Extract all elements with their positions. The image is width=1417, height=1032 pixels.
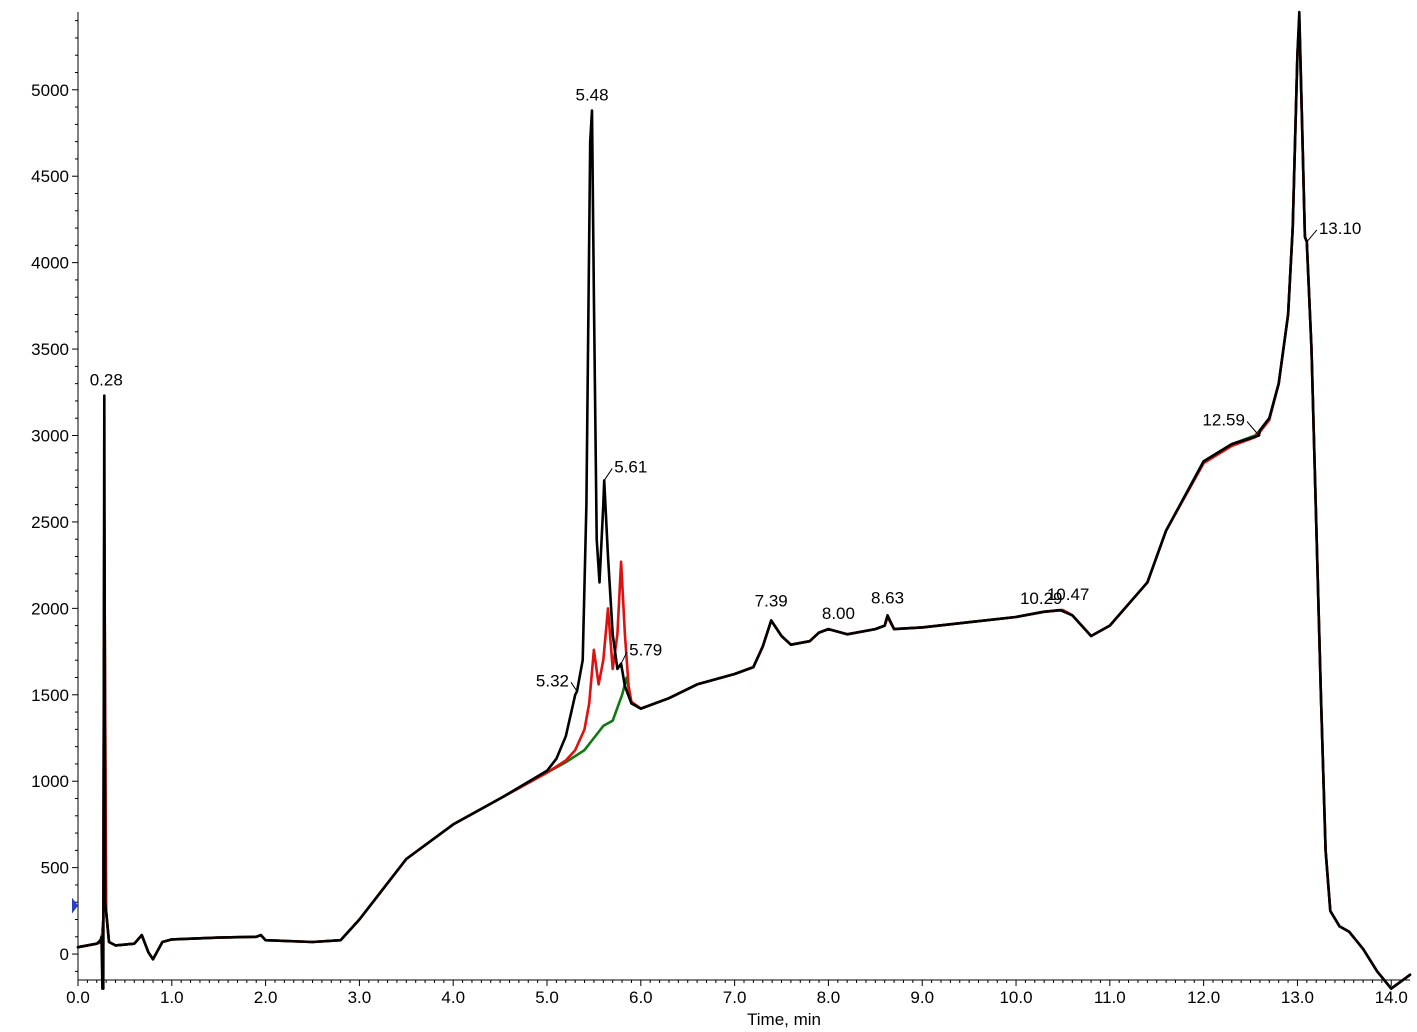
x-tick-label: 13.0 bbox=[1281, 988, 1314, 1007]
x-tick-label: 12.0 bbox=[1187, 988, 1220, 1007]
y-tick-label: 1000 bbox=[31, 772, 69, 791]
axes-group bbox=[77, 12, 1410, 981]
y-tick-label: 2500 bbox=[31, 513, 69, 532]
peak-label: 5.48 bbox=[575, 86, 608, 105]
y-tick-label: 3500 bbox=[31, 340, 69, 359]
peak-leader-line bbox=[1246, 421, 1260, 436]
y-tick-label: 5000 bbox=[31, 81, 69, 100]
x-tick-label: 4.0 bbox=[441, 988, 465, 1007]
x-tick-label: 0.0 bbox=[66, 988, 90, 1007]
peak-label: 5.32 bbox=[536, 671, 569, 690]
peak-leader-line bbox=[620, 651, 628, 664]
y-tick-label: 2000 bbox=[31, 599, 69, 618]
peak-label: 8.00 bbox=[822, 604, 855, 623]
peak-label: 13.10 bbox=[1319, 219, 1362, 238]
peak-label: 10.29 bbox=[1020, 589, 1063, 608]
y-tick-label: 4500 bbox=[31, 167, 69, 186]
x-tick-label: 3.0 bbox=[348, 988, 372, 1007]
peak-label: 12.59 bbox=[1202, 411, 1245, 430]
peak-leader-line bbox=[570, 682, 578, 692]
x-tick-label: 2.0 bbox=[254, 988, 278, 1007]
peak-label: 10.47 bbox=[1047, 585, 1090, 604]
y-tick-label: 1500 bbox=[31, 686, 69, 705]
x-axis-title: Time, min bbox=[747, 1010, 821, 1029]
y-tick-label: 3000 bbox=[31, 427, 69, 446]
trace-line-2 bbox=[76, 19, 1412, 990]
trace-line-1 bbox=[76, 19, 1412, 990]
x-tick-label: 5.0 bbox=[535, 988, 559, 1007]
peak-label: 5.61 bbox=[614, 457, 647, 476]
y-tick-label: 500 bbox=[41, 859, 69, 878]
peak-leader-line bbox=[1306, 229, 1318, 243]
x-tick-label: 9.0 bbox=[910, 988, 934, 1007]
peak-label: 0.28 bbox=[90, 371, 123, 390]
y-tick-label: 4000 bbox=[31, 254, 69, 273]
x-tick-label: 14.0 bbox=[1375, 988, 1408, 1007]
x-tick-label: 1.0 bbox=[160, 988, 184, 1007]
peak-label: 5.79 bbox=[629, 641, 662, 660]
peak-leader-line bbox=[603, 468, 613, 481]
peak-label: 8.63 bbox=[871, 588, 904, 607]
traces-group bbox=[76, 10, 1412, 990]
y-position-marker-icon[interactable] bbox=[72, 897, 78, 914]
peak-labels-group: 0.28 5.48 5.61 5.32 5.79 7.39 8.00 8.63 10.2910.… bbox=[90, 86, 1362, 692]
y-tick-label: 0 bbox=[60, 945, 69, 964]
x-tick-label: 7.0 bbox=[723, 988, 747, 1007]
ticks-group: 0 500 1000 1500 2000 2500 3000 3500 4000 4500 5000… bbox=[31, 20, 1408, 1007]
trace-line-3 bbox=[76, 10, 1412, 990]
x-tick-label: 8.0 bbox=[817, 988, 841, 1007]
peak-label: 7.39 bbox=[755, 591, 788, 610]
x-tick-label: 11.0 bbox=[1094, 988, 1126, 1007]
x-tick-label: 6.0 bbox=[629, 988, 653, 1007]
x-tick-label: 10.0 bbox=[999, 988, 1032, 1007]
